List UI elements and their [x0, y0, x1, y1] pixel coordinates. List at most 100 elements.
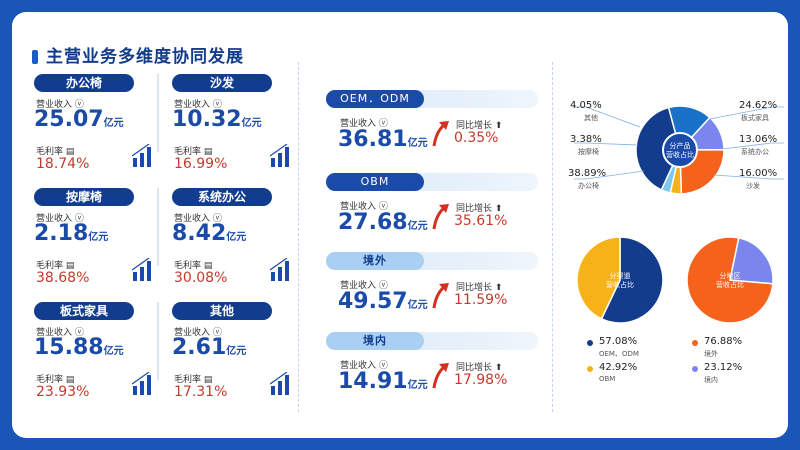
legend-dot [692, 340, 698, 346]
segment-name: 按摩椅 [34, 188, 134, 206]
model-growth: 35.61% [454, 213, 508, 229]
up-arrow-icon [432, 363, 449, 389]
segment-revenue: 2.18亿元 [34, 221, 109, 246]
bar-chart-icon [270, 258, 289, 281]
legend-name: OBM [599, 375, 616, 383]
model-card-obm: OBM 营业收入 ⓥ 27.68亿元 同比增长 ⬆ 35.61% [326, 173, 538, 259]
pie-slice [729, 237, 774, 285]
bar-chart-icon [132, 144, 151, 167]
segment-margin: 17.31% [174, 384, 228, 400]
segment-margin: 16.99% [174, 156, 228, 172]
legend-pct: 42.92% [599, 362, 638, 373]
model-growth: 17.98% [454, 372, 508, 388]
leader-line [721, 142, 784, 150]
growth-label: 同比增长 ⬆ [456, 204, 503, 214]
segment-revenue: 10.32亿元 [172, 107, 262, 132]
up-arrow-icon [432, 283, 449, 309]
pie-label-pct: 38.89% [568, 168, 607, 179]
segment-margin: 23.93% [36, 384, 90, 400]
pie-center [662, 132, 698, 168]
growth-label: 同比增长 ⬆ [456, 363, 503, 373]
margin-label: 毛利率 ▤ [174, 375, 213, 385]
growth-label: 同比增长 ⬆ [456, 121, 503, 131]
model-name: OEM．ODM [326, 90, 424, 108]
legend-pct: 76.88% [704, 336, 743, 347]
segment-revenue: 2.61亿元 [172, 335, 247, 360]
model-revenue: 14.91亿元 [338, 369, 428, 394]
segment-card-office-chair: 办公椅 营业收入 ⓥ 25.07亿元 毛利率 ▤ 18.74% [34, 74, 154, 184]
leader-line [709, 106, 784, 120]
revenue-label: 营业收入 ⓥ [36, 328, 84, 338]
pie-label-name: 板式家具 [741, 114, 769, 122]
segment-name: 系统办公 [172, 188, 272, 206]
bar-chart-icon [270, 372, 289, 395]
pie-label-pct: 13.06% [739, 134, 778, 145]
pie-title: 营收占比 [666, 150, 694, 159]
growth-label: 同比增长 ⬆ [456, 283, 503, 293]
pie-label-pct: 24.62% [739, 100, 778, 111]
revenue-label: 营业收入 ⓥ [174, 328, 222, 338]
model-card-oem-odm: OEM．ODM 营业收入 ⓥ 36.81亿元 同比增长 ⬆ 0.35% [326, 90, 538, 176]
pie-title: 分产品 [670, 141, 691, 150]
segment-card-other: 其他 营业收入 ⓥ 2.61亿元 毛利率 ▤ 17.31% [172, 302, 292, 412]
pie-label-pct: 4.05% [570, 100, 602, 111]
title-accent-bar [32, 50, 38, 64]
leader-line [713, 174, 784, 180]
model-revenue: 49.57亿元 [338, 289, 428, 314]
model-card-overseas: 境外 营业收入 ⓥ 49.57亿元 同比增长 ⬆ 11.59% [326, 252, 538, 338]
legend-name: OEM、ODM [599, 350, 639, 358]
column-divider [552, 62, 553, 412]
bar-chart-icon [270, 144, 289, 167]
bar-chart-icon [132, 372, 151, 395]
segment-card-massage-chair: 按摩椅 营业收入 ⓥ 2.18亿元 毛利率 ▤ 38.68% [34, 188, 154, 298]
pie-label-pct: 3.38% [570, 134, 602, 145]
divider [157, 74, 159, 152]
model-revenue: 27.68亿元 [338, 210, 428, 235]
revenue-label: 营业收入 ⓥ [340, 119, 388, 129]
segment-card-system-office: 系统办公 营业收入 ⓥ 8.42亿元 毛利率 ▤ 30.08% [172, 188, 292, 298]
margin-label: 毛利率 ▤ [36, 375, 75, 385]
leader-line [574, 170, 645, 180]
revenue-label: 营业收入 ⓥ [174, 100, 222, 110]
leader-line [574, 106, 641, 128]
model-name: 境内 [326, 332, 424, 350]
segment-margin: 30.08% [174, 270, 228, 286]
segment-card-panel-furniture: 板式家具 营业收入 ⓥ 15.88亿元 毛利率 ▤ 23.93% [34, 302, 154, 412]
legend-dot [587, 340, 593, 346]
legend-pct: 23.12% [704, 362, 743, 373]
model-card-domestic: 境内 营业收入 ⓥ 14.91亿元 同比增长 ⬆ 17.98% [326, 332, 538, 418]
legend-name: 境外 [704, 350, 718, 358]
pie-label-name: 办公椅 [578, 182, 599, 190]
up-arrow-icon [432, 204, 449, 230]
pie-label-name: 其他 [584, 114, 598, 122]
pie-label-name: 按摩椅 [578, 148, 599, 156]
segment-name: 办公椅 [34, 74, 134, 92]
pie-title: 营收占比 [716, 280, 744, 289]
legend-dot [692, 366, 698, 372]
pie-label-pct: 16.00% [739, 168, 778, 179]
pie-slice [635, 106, 681, 191]
segment-revenue: 25.07亿元 [34, 107, 124, 132]
margin-label: 毛利率 ▤ [174, 147, 213, 157]
bar-chart-icon [132, 258, 151, 281]
revenue-label: 营业收入 ⓥ [340, 202, 388, 212]
model-growth: 0.35% [454, 130, 499, 146]
revenue-label: 营业收入 ⓥ [36, 214, 84, 224]
segment-margin: 18.74% [36, 156, 90, 172]
segment-revenue: 15.88亿元 [34, 335, 124, 360]
revenue-label: 营业收入 ⓥ [340, 361, 388, 371]
page-title: 主营业务多维度协同发展 [46, 47, 244, 67]
model-name: 境外 [326, 252, 424, 270]
legend-name: 境内 [704, 376, 718, 384]
divider [157, 188, 159, 266]
segment-margin: 38.68% [36, 270, 90, 286]
pie-label-name: 系统办公 [741, 148, 769, 156]
segment-name: 沙发 [172, 74, 272, 92]
segment-name: 其他 [172, 302, 272, 320]
up-arrow-icon [432, 121, 449, 147]
pie-slice [576, 236, 621, 320]
segment-card-sofa: 沙发 营业收入 ⓥ 10.32亿元 毛利率 ▤ 16.99% [172, 74, 292, 184]
